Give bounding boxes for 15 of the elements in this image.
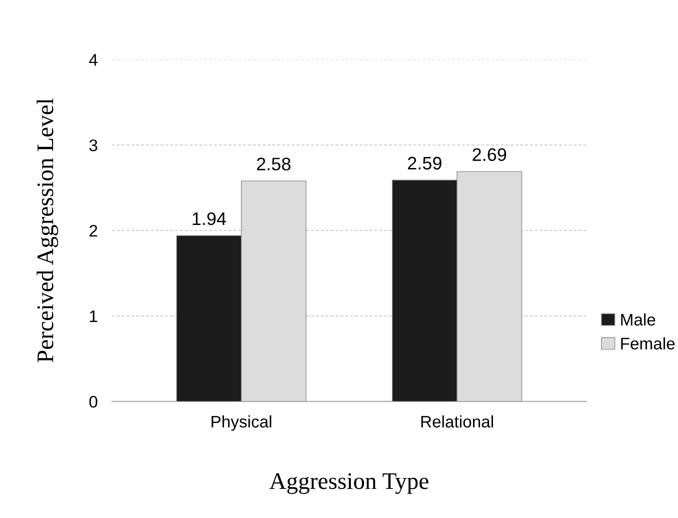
y-tick-label: 1 [90, 310, 98, 322]
y-tick-label: 3 [89, 139, 98, 152]
legend-label: Male [621, 313, 656, 326]
y-axis-title: Perceived Aggression Level [36, 98, 58, 362]
y-tick-label: 2 [90, 224, 98, 237]
data-label: 2.59 [408, 156, 442, 170]
data-label: 2.58 [257, 158, 290, 170]
data-label: 1.94 [192, 212, 226, 226]
y-tick-label: 4 [89, 54, 98, 66]
y-tick-label: 0 [89, 396, 98, 408]
data-label: 2.69 [472, 148, 506, 162]
x-tick-label: Relational [421, 415, 493, 428]
legend-label: Female [621, 337, 675, 350]
x-tick-label: Physical [212, 415, 272, 431]
x-axis-title: Aggression Type [269, 473, 428, 494]
